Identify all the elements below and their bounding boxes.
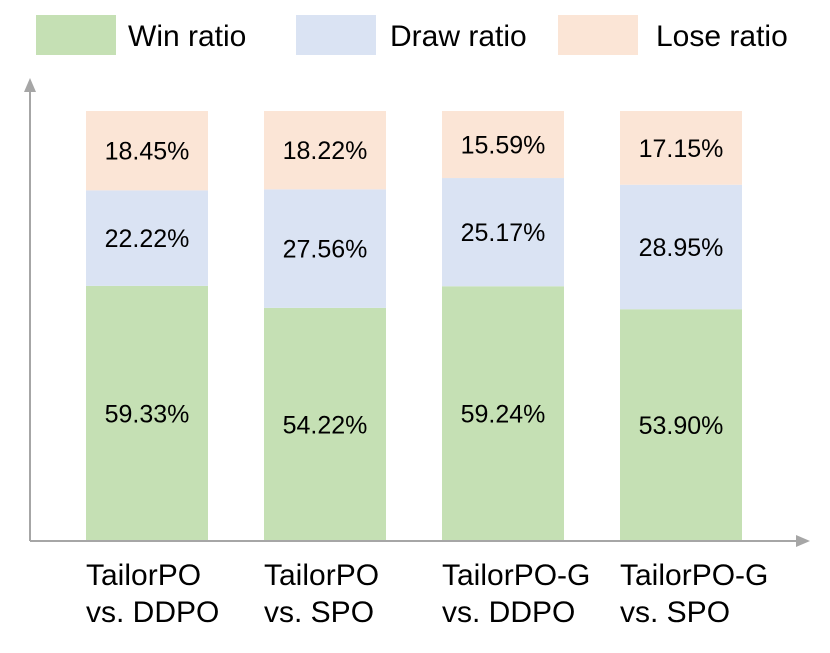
category-label-3-line-1: TailorPO-G	[442, 559, 590, 592]
category-label-4-line-1: TailorPO-G	[620, 559, 768, 592]
data-label-3-series-2: 25.17%	[461, 219, 546, 247]
category-label-1-line-1: TailorPO	[86, 559, 201, 592]
data-labels: 59.33% 22.22% 18.45% 54.22% 27.56% 18.22% 59.2…	[105, 132, 724, 441]
legend-swatch-2	[296, 15, 376, 55]
legend-swatch-3	[558, 15, 638, 55]
legend-label-2: Draw ratio	[390, 20, 527, 53]
bar-4-series-3	[620, 111, 742, 185]
bar-2-series-1	[264, 307, 386, 541]
legend-swatch-1	[36, 15, 116, 55]
category-label-4-line-2: vs. SPO	[620, 596, 730, 629]
bars	[86, 111, 742, 541]
data-label-2-series-2: 27.56%	[283, 236, 368, 264]
legend: Win ratio Draw ratio Lose ratio	[36, 15, 788, 55]
data-label-3-series-1: 59.24%	[461, 401, 546, 429]
bar-2-series-2	[264, 189, 386, 308]
bar-1-series-1	[86, 285, 208, 541]
bar-4-series-1	[620, 309, 742, 541]
category-labels: TailorPO vs. DDPO TailorPO vs. SPO TailorPO-…	[86, 559, 768, 629]
bar-1-series-2	[86, 190, 208, 286]
bar-2-series-3	[264, 111, 386, 190]
bar-1-series-3	[86, 111, 208, 191]
data-label-3-series-3: 15.59%	[461, 132, 546, 160]
data-label-1-series-2: 22.22%	[105, 225, 190, 253]
category-label-1-line-2: vs. DDPO	[86, 596, 219, 629]
data-label-2-series-1: 54.22%	[283, 411, 368, 439]
bar-3-series-3	[442, 111, 564, 179]
category-label-2-line-1: TailorPO	[264, 559, 379, 592]
bar-3-series-2	[442, 178, 564, 287]
x-axis-arrow	[796, 535, 810, 547]
bar-3-series-1	[442, 286, 564, 541]
data-label-2-series-3: 18.22%	[283, 137, 368, 165]
bar-4-series-2	[620, 184, 742, 310]
data-label-4-series-1: 53.90%	[639, 412, 724, 440]
category-label-3-line-2: vs. DDPO	[442, 596, 575, 629]
data-label-4-series-2: 28.95%	[639, 234, 724, 262]
legend-label-3: Lose ratio	[656, 20, 788, 53]
data-label-4-series-3: 17.15%	[639, 135, 724, 163]
axes	[24, 78, 810, 547]
data-label-1-series-1: 59.33%	[105, 400, 190, 428]
data-label-1-series-3: 18.45%	[105, 138, 190, 166]
category-label-2-line-2: vs. SPO	[264, 596, 374, 629]
legend-label-1: Win ratio	[128, 20, 246, 53]
y-axis-arrow	[24, 78, 36, 92]
